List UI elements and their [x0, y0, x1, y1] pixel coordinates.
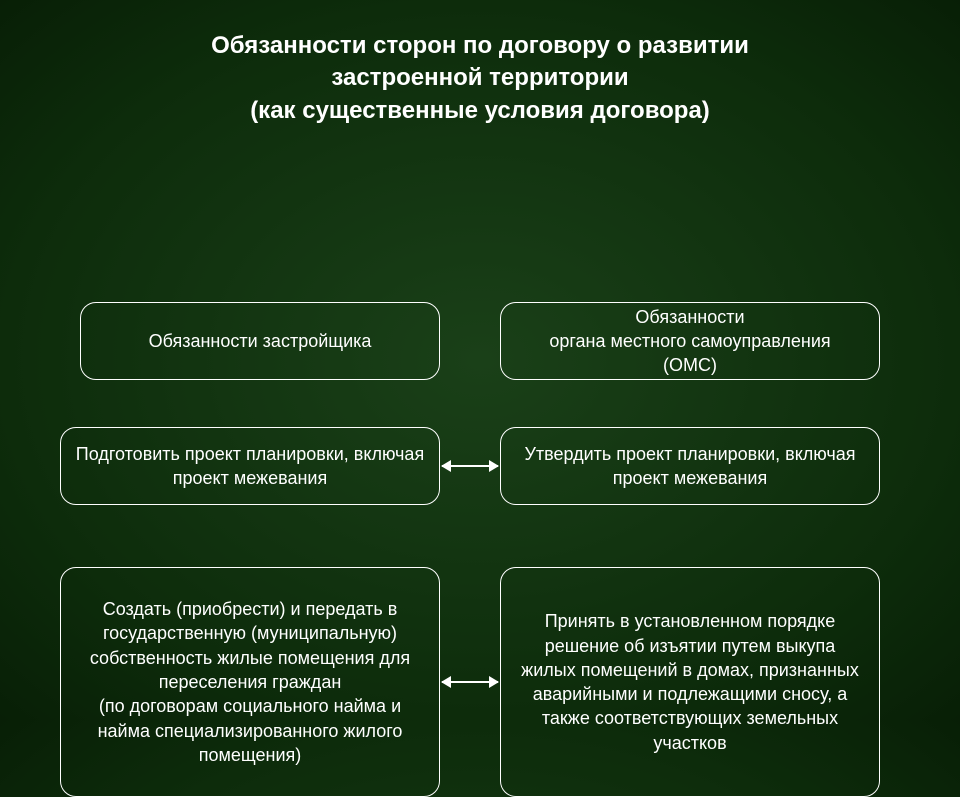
row2-left-text: Создать (приобрести) и передать в госуда…	[75, 597, 425, 767]
title-line-3: (как существенные условия договора)	[60, 95, 900, 127]
arrow-row2	[442, 681, 498, 683]
row1-left-box: Подготовить проект планировки, включая п…	[60, 427, 440, 505]
arrow-row1	[442, 465, 498, 467]
row1-right-box: Утвердить проект планировки, включая про…	[500, 427, 880, 505]
row2-right-text: Принять в установленном порядке решение …	[515, 609, 865, 755]
header-right-box: Обязанностиоргана местного самоуправлени…	[500, 302, 880, 380]
title-line-2: застроенной территории	[60, 62, 900, 94]
page-title: Обязанности сторон по договору о развити…	[0, 0, 960, 147]
row1-right-text: Утвердить проект планировки, включая про…	[515, 442, 865, 491]
row2-right-box: Принять в установленном порядке решение …	[500, 567, 880, 797]
header-right-text: Обязанностиоргана местного самоуправлени…	[549, 305, 830, 378]
header-left-text: Обязанности застройщика	[149, 329, 372, 353]
title-line-1: Обязанности сторон по договору о развити…	[60, 30, 900, 62]
row1-left-text: Подготовить проект планировки, включая п…	[75, 442, 425, 491]
header-left-box: Обязанности застройщика	[80, 302, 440, 380]
row2-left-box: Создать (приобрести) и передать в госуда…	[60, 567, 440, 797]
